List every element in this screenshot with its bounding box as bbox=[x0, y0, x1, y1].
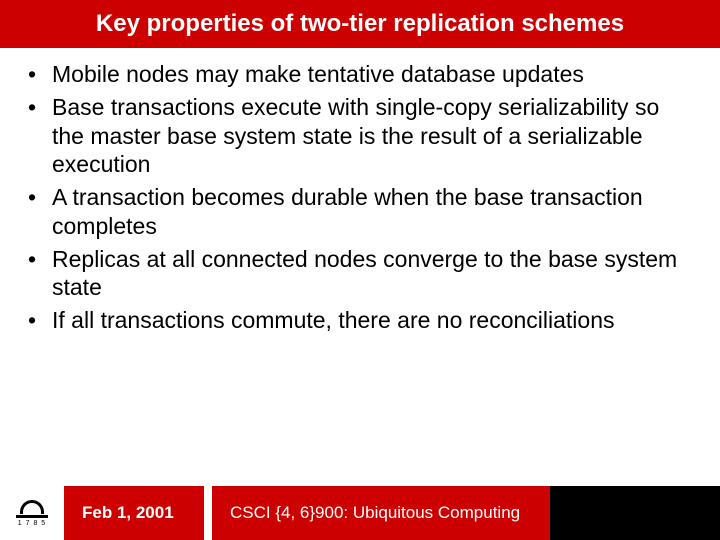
slide-footer: 1 7 8 5 Feb 1, 2001 CSCI {4, 6}900: Ubiq… bbox=[0, 486, 720, 540]
footer-course-text: CSCI {4, 6}900: Ubiquitous Computing bbox=[230, 503, 520, 523]
footer-end-block bbox=[550, 486, 720, 540]
uga-arch-logo: 1 7 8 5 bbox=[10, 491, 54, 535]
footer-course: CSCI {4, 6}900: Ubiquitous Computing bbox=[212, 486, 550, 540]
slide-content: Mobile nodes may make tentative database… bbox=[0, 48, 720, 335]
bullet-list: Mobile nodes may make tentative database… bbox=[24, 60, 696, 335]
bullet-item: If all transactions commute, there are n… bbox=[24, 306, 696, 335]
slide-title-bar: Key properties of two-tier replication s… bbox=[0, 0, 720, 48]
footer-date: Feb 1, 2001 bbox=[64, 486, 204, 540]
bullet-item: Mobile nodes may make tentative database… bbox=[24, 60, 696, 89]
bullet-item: Base transactions execute with single-co… bbox=[24, 93, 696, 179]
bullet-item: A transaction becomes durable when the b… bbox=[24, 183, 696, 241]
footer-gap bbox=[204, 486, 212, 540]
logo-year-text: 1 7 8 5 bbox=[18, 520, 46, 527]
bullet-item: Replicas at all connected nodes converge… bbox=[24, 245, 696, 303]
footer-date-text: Feb 1, 2001 bbox=[82, 503, 174, 523]
logo-arch-icon bbox=[20, 500, 44, 514]
logo-base-icon bbox=[16, 515, 48, 518]
footer-logo-area: 1 7 8 5 bbox=[0, 486, 64, 540]
slide-title: Key properties of two-tier replication s… bbox=[96, 10, 624, 37]
